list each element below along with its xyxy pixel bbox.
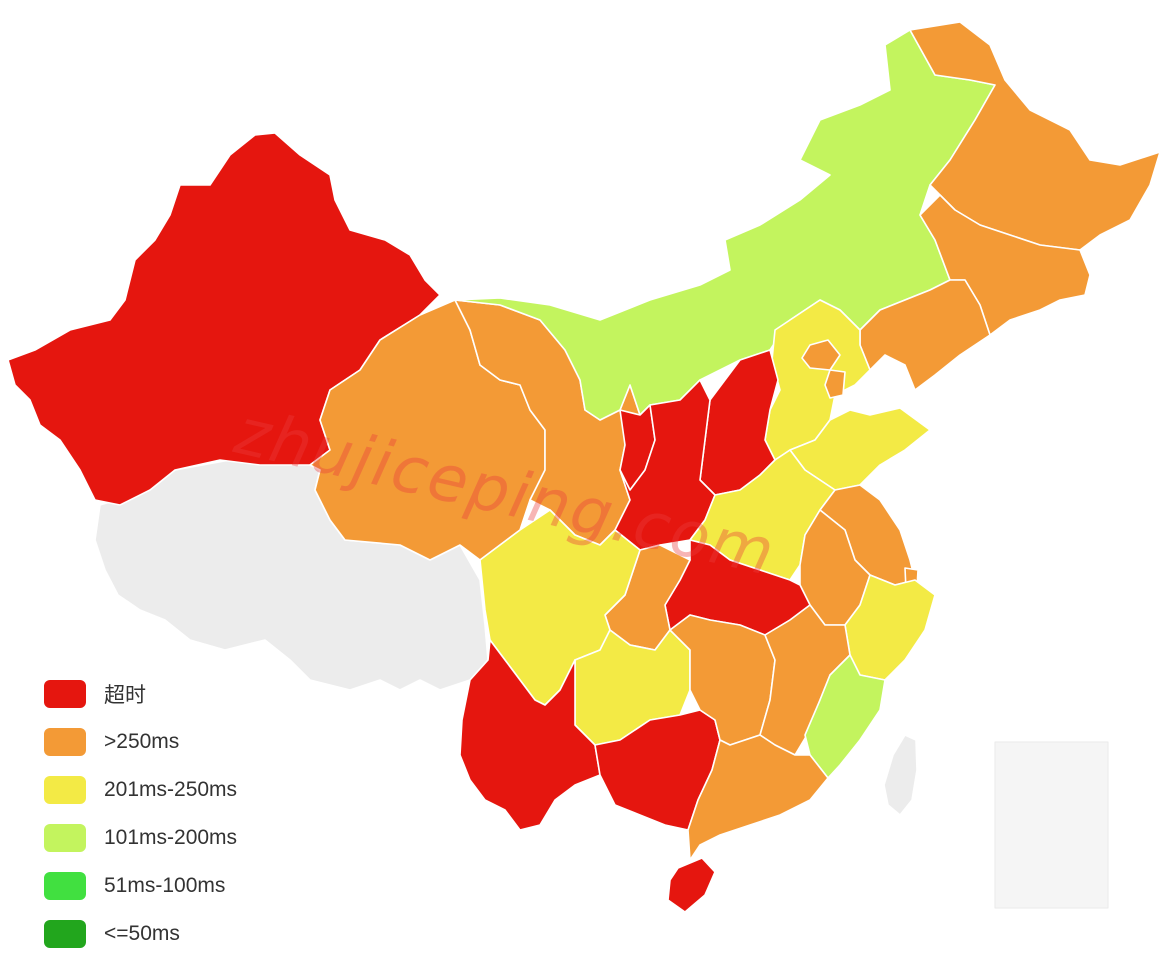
- legend-swatch: [44, 728, 86, 756]
- legend-item-51-100ms[interactable]: 51ms-100ms: [44, 862, 237, 910]
- legend-label: 101ms-200ms: [104, 826, 238, 849]
- legend: 超时 >250ms 201ms-250ms 101ms-200ms 51ms-1…: [44, 670, 237, 958]
- region-jilin[interactable]: [919, 194, 1091, 336]
- legend-swatch: [44, 776, 86, 804]
- legend-item-timeout[interactable]: 超时: [44, 670, 237, 718]
- legend-item-over-250ms[interactable]: >250ms: [44, 718, 237, 766]
- region-south-china-sea-inset: [994, 741, 1109, 909]
- legend-label: 51ms-100ms: [104, 874, 226, 897]
- region-hainan[interactable]: [667, 857, 716, 913]
- region-shaanxi[interactable]: [614, 379, 716, 551]
- region-tianjin[interactable]: [824, 369, 846, 399]
- legend-swatch: [44, 680, 86, 708]
- region-fujian[interactable]: [804, 654, 886, 779]
- legend-swatch: [44, 872, 86, 900]
- legend-swatch: [44, 920, 86, 948]
- legend-item-101-200ms[interactable]: 101ms-200ms: [44, 814, 237, 862]
- legend-label: >250ms: [104, 730, 180, 753]
- legend-label: 超时: [104, 684, 146, 707]
- legend-item-under-50ms[interactable]: <=50ms: [44, 910, 237, 958]
- region-guangdong[interactable]: [687, 734, 829, 861]
- legend-swatch: [44, 824, 86, 852]
- region-xinjiang[interactable]: [7, 132, 441, 506]
- region-zhejiang[interactable]: [844, 574, 936, 681]
- region-liaoning[interactable]: [859, 279, 991, 391]
- legend-label: 201ms-250ms: [104, 778, 238, 801]
- region-taiwan[interactable]: [883, 734, 918, 816]
- legend-label: <=50ms: [104, 922, 180, 945]
- legend-item-201-250ms[interactable]: 201ms-250ms: [44, 766, 237, 814]
